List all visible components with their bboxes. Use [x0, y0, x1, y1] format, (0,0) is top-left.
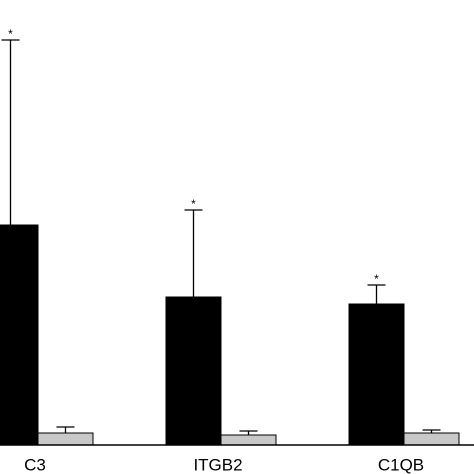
- x-tick-label: C1QB: [378, 455, 424, 474]
- bar: [165, 296, 222, 446]
- bar: [37, 432, 94, 446]
- bar: [220, 434, 277, 446]
- significance-mark: *: [8, 27, 13, 41]
- significance-mark: *: [374, 272, 379, 286]
- x-tick-label: ITGB2: [193, 455, 242, 474]
- bar: [348, 303, 405, 446]
- bar: [0, 224, 39, 446]
- significance-mark: *: [191, 197, 196, 211]
- x-tick-label: C3: [24, 455, 46, 474]
- bar: [403, 432, 460, 446]
